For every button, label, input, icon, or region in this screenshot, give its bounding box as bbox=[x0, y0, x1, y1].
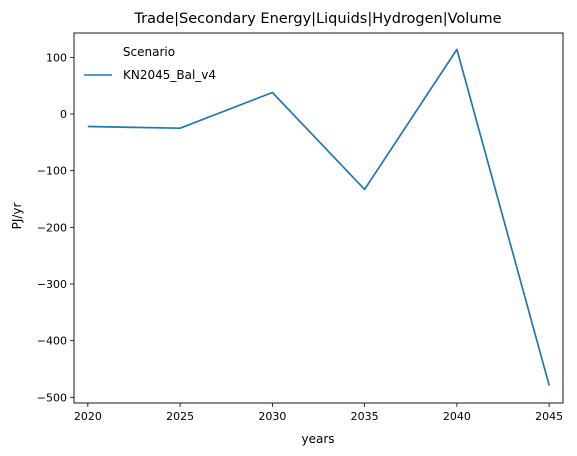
series-line bbox=[87, 48, 551, 386]
y-tick-label: −200 bbox=[37, 221, 67, 234]
x-tick-label: 2045 bbox=[535, 410, 563, 423]
plot-frame bbox=[73, 32, 564, 404]
y-tick-label: 100 bbox=[46, 51, 67, 64]
legend: Scenario KN2045_Bal_v4 bbox=[84, 45, 216, 82]
x-axis-label: years bbox=[301, 432, 334, 446]
series-group bbox=[87, 48, 551, 386]
y-tick-label: −500 bbox=[37, 391, 67, 404]
legend-title: Scenario bbox=[123, 45, 175, 59]
chart-title: Trade|Secondary Energy|Liquids|Hydrogen|… bbox=[133, 11, 501, 27]
x-tick-label: 2040 bbox=[443, 410, 471, 423]
x-tick-label: 2025 bbox=[166, 410, 194, 423]
legend-label: KN2045_Bal_v4 bbox=[123, 68, 216, 82]
y-tick-label: −300 bbox=[37, 278, 67, 291]
x-tick-label: 2030 bbox=[258, 410, 286, 423]
y-axis-label: PJ/yr bbox=[10, 203, 24, 230]
axis-ticks: 2020 2025 2030 2035 2040 2045 100 0 −100 −200 −300… bbox=[37, 51, 563, 423]
x-tick-label: 2035 bbox=[351, 410, 379, 423]
y-tick-label: −400 bbox=[37, 335, 67, 348]
y-tick-label: 0 bbox=[60, 108, 67, 121]
y-tick-label: −100 bbox=[37, 165, 67, 178]
x-tick-label: 2020 bbox=[74, 410, 102, 423]
